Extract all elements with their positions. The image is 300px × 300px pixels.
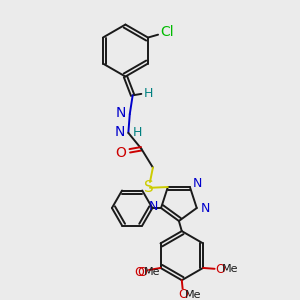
Text: N: N: [115, 125, 125, 139]
Text: O: O: [215, 263, 225, 276]
Text: S: S: [144, 180, 153, 195]
Text: N: N: [149, 200, 158, 213]
Text: Me: Me: [222, 264, 239, 274]
Text: Me: Me: [185, 290, 202, 300]
Text: O: O: [116, 146, 127, 160]
Text: N: N: [193, 177, 202, 190]
Text: N: N: [116, 106, 126, 120]
Text: N: N: [201, 202, 210, 214]
Text: O: O: [137, 266, 147, 279]
Text: Me: Me: [144, 267, 160, 277]
Text: H: H: [144, 87, 153, 101]
Text: Cl: Cl: [160, 25, 174, 39]
Text: H: H: [132, 126, 142, 139]
Text: O: O: [134, 266, 144, 279]
Text: O: O: [178, 288, 188, 300]
